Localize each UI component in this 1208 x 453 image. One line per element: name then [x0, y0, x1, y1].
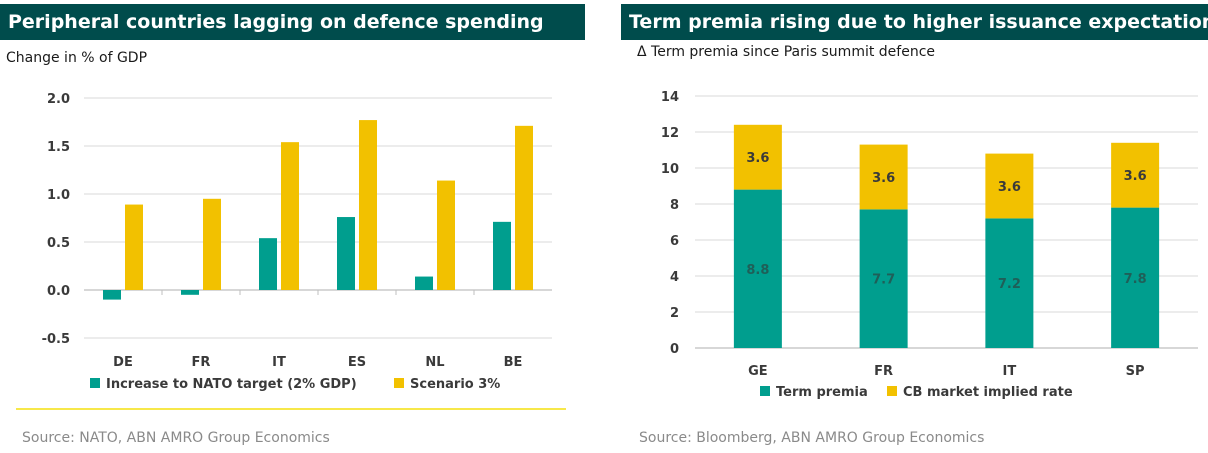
right-chart-source: Source: Bloomberg, ABN AMRO Group Econom… [639, 430, 985, 446]
left-bar-be-series-1 [493, 221, 511, 290]
right-x-tick-label: IT [1003, 364, 1017, 379]
left-bar-fr-series-2 [203, 198, 221, 290]
left-chart-subtitle: Change in % of GDP [6, 50, 148, 66]
left-y-tick-label: 1.5 [47, 140, 70, 155]
left-x-tick-label: DE [113, 355, 133, 370]
right-y-tick-label: 12 [661, 126, 679, 141]
right-bar-value-label: 3.6 [746, 151, 769, 166]
left-chart-source: Source: NATO, ABN AMRO Group Economics [22, 430, 330, 446]
left-x-tick-label: FR [192, 355, 211, 370]
right-legend-label-2: CB market implied rate [903, 385, 1073, 400]
right-x-tick-label: FR [874, 364, 893, 379]
right-bar-sp-series-1 [1111, 207, 1160, 348]
left-chart-title: Peripheral countries lagging on defence … [0, 4, 585, 40]
right-x-tick-label: GE [748, 364, 768, 379]
right-legend-swatch-1 [760, 386, 770, 396]
right-bar-ge-series-1 [733, 189, 782, 348]
left-bar-es-series-2 [359, 120, 377, 290]
left-x-tick-label: BE [504, 355, 523, 370]
left-bar-de-series-2 [125, 204, 143, 290]
right-y-tick-label: 6 [670, 234, 679, 249]
right-y-tick-label: 8 [670, 198, 679, 213]
left-y-tick-label: 0.5 [47, 236, 70, 251]
right-chart-title: Term premia rising due to higher issuanc… [621, 4, 1208, 40]
right-bar-fr-series-2 [859, 144, 908, 210]
right-chart-subtitle: Δ Term premia since Paris summit defence [637, 44, 936, 60]
left-y-tick-label: 1.0 [47, 188, 70, 203]
left-legend-label-2: Scenario 3% [410, 377, 500, 392]
left-chart-panel: Peripheral countries lagging on defence … [0, 0, 587, 453]
right-bar-it-series-2 [985, 153, 1034, 219]
left-x-tick-label: IT [272, 355, 286, 370]
left-x-tick-label: ES [348, 355, 366, 370]
right-bar-value-label: 3.6 [998, 180, 1021, 195]
left-bar-it-series-2 [281, 142, 299, 290]
right-y-tick-label: 14 [661, 90, 679, 105]
right-x-tick-label: SP [1126, 364, 1145, 379]
left-bar-be-series-2 [515, 125, 533, 290]
right-legend-swatch-2 [887, 386, 897, 396]
right-bar-value-label: 3.6 [1124, 169, 1147, 184]
right-bar-value-label: 7.8 [1124, 272, 1147, 287]
left-bar-nl-series-1 [415, 276, 433, 290]
right-bar-fr-series-1 [859, 209, 908, 348]
left-bar-de-series-1 [103, 290, 121, 300]
right-y-tick-label: 2 [670, 306, 679, 321]
right-bar-ge-series-2 [733, 124, 782, 190]
left-bar-fr-series-1 [181, 290, 199, 295]
left-y-tick-label: 0.0 [47, 284, 70, 299]
left-legend-label-1: Increase to NATO target (2% GDP) [106, 377, 357, 392]
left-bar-es-series-1 [337, 217, 355, 290]
right-y-tick-label: 10 [661, 162, 679, 177]
left-bar-it-series-1 [259, 238, 277, 290]
left-legend-swatch-2 [394, 378, 404, 388]
left-x-tick-label: NL [425, 355, 444, 370]
left-chart-svg: 2.0 1.5 1.0 0.5 0.0 -0.5 DE FR IT ES NL BE Increase … [16, 92, 566, 410]
right-bar-sp-series-2 [1111, 142, 1160, 208]
right-legend-label-1: Term premia [776, 385, 868, 400]
right-bar-value-label: 3.6 [872, 171, 895, 186]
right-bar-value-label: 7.7 [872, 273, 895, 288]
right-y-tick-label: 0 [670, 342, 679, 357]
left-bar-nl-series-2 [437, 180, 455, 290]
right-bar-value-label: 7.2 [998, 277, 1021, 292]
right-y-tick-label: 4 [670, 270, 679, 285]
right-bar-it-series-1 [985, 218, 1034, 348]
right-chart-svg: 14 12 10 8 6 4 2 0 8.8 3.6 GE 7.7 3.6 FR 7.2 3.6 IT 7.8 3.… [661, 90, 1198, 400]
right-bar-value-label: 8.8 [746, 263, 769, 278]
left-y-tick-label: -0.5 [42, 332, 70, 347]
left-legend-swatch-1 [90, 378, 100, 388]
right-chart-panel: Term premia rising due to higher issuanc… [621, 0, 1208, 453]
left-y-tick-label: 2.0 [47, 92, 70, 107]
